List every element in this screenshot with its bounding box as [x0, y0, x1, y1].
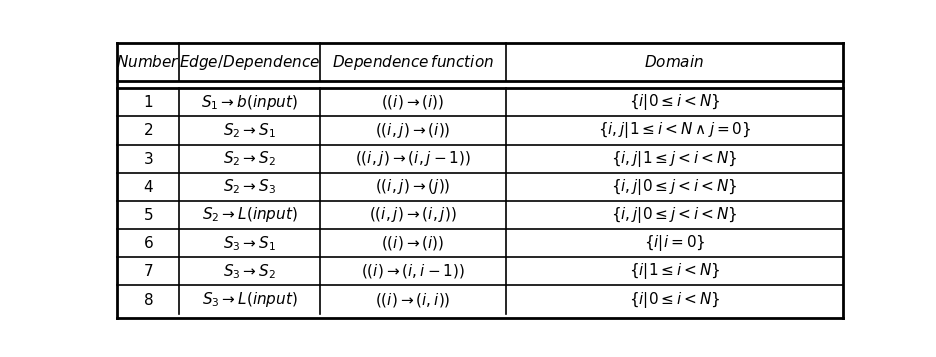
Text: $S_2 \rightarrow S_1$: $S_2 \rightarrow S_1$ [223, 121, 276, 140]
Text: $((i,j) \rightarrow (i,j))$: $((i,j) \rightarrow (i,j))$ [369, 206, 457, 225]
Text: $S_3 \rightarrow S_2$: $S_3 \rightarrow S_2$ [223, 262, 276, 281]
Text: $\{i,j|0 \leq j < i < N\}$: $\{i,j|0 \leq j < i < N\}$ [610, 177, 737, 197]
Text: $Edge/Dependence$: $Edge/Dependence$ [179, 52, 320, 72]
Text: $\{i,j|1 \leq j < i < N\}$: $\{i,j|1 \leq j < i < N\}$ [610, 149, 737, 169]
Text: $((i) \rightarrow (i,i))$: $((i) \rightarrow (i,i))$ [374, 291, 450, 308]
Text: $2$: $2$ [143, 122, 153, 139]
Text: $((i,j) \rightarrow (i,j-1))$: $((i,j) \rightarrow (i,j-1))$ [355, 149, 471, 168]
Text: $S_2 \rightarrow L(input)$: $S_2 \rightarrow L(input)$ [201, 206, 298, 225]
Text: $((i,j) \rightarrow (j))$: $((i,j) \rightarrow (j))$ [374, 177, 450, 196]
Text: $((i) \rightarrow (i))$: $((i) \rightarrow (i))$ [381, 234, 445, 252]
Text: $8$: $8$ [142, 292, 154, 307]
Text: $5$: $5$ [142, 207, 153, 223]
Text: $((i) \rightarrow (i))$: $((i) \rightarrow (i))$ [381, 93, 445, 111]
Text: $\{i|0 \leq i < N\}$: $\{i|0 \leq i < N\}$ [628, 92, 720, 112]
Text: $S_2 \rightarrow S_3$: $S_2 \rightarrow S_3$ [223, 177, 276, 196]
Text: $S_3 \rightarrow L(input)$: $S_3 \rightarrow L(input)$ [201, 290, 298, 309]
Text: $S_1 \rightarrow b(input)$: $S_1 \rightarrow b(input)$ [201, 93, 298, 112]
Text: $3$: $3$ [142, 151, 154, 167]
Text: $1$: $1$ [142, 94, 153, 110]
Text: $S_2 \rightarrow S_2$: $S_2 \rightarrow S_2$ [223, 149, 276, 168]
Text: $4$: $4$ [142, 179, 154, 195]
Text: $\{i,j|1 \leq i < N \wedge j = 0\}$: $\{i,j|1 \leq i < N \wedge j = 0\}$ [597, 120, 751, 140]
Text: $7$: $7$ [142, 263, 153, 279]
Text: $((i) \rightarrow (i,i-1))$: $((i) \rightarrow (i,i-1))$ [360, 262, 464, 280]
Text: $Domain$: $Domain$ [644, 54, 704, 70]
Text: $\{i|i = 0\}$: $\{i|i = 0\}$ [643, 233, 705, 253]
Text: $Number$: $Number$ [116, 54, 180, 70]
Text: $\{i|1 \leq i < N\}$: $\{i|1 \leq i < N\}$ [628, 261, 720, 281]
Text: $S_3 \rightarrow S_1$: $S_3 \rightarrow S_1$ [223, 234, 276, 252]
Text: $\{i|0 \leq i < N\}$: $\{i|0 \leq i < N\}$ [628, 290, 720, 310]
Text: $Dependence\,function$: $Dependence\,function$ [331, 52, 493, 72]
Text: $6$: $6$ [142, 235, 154, 251]
Text: $((i,j) \rightarrow (i))$: $((i,j) \rightarrow (i))$ [374, 121, 450, 140]
Text: $\{i,j|0 \leq j < i < N\}$: $\{i,j|0 \leq j < i < N\}$ [610, 205, 737, 225]
